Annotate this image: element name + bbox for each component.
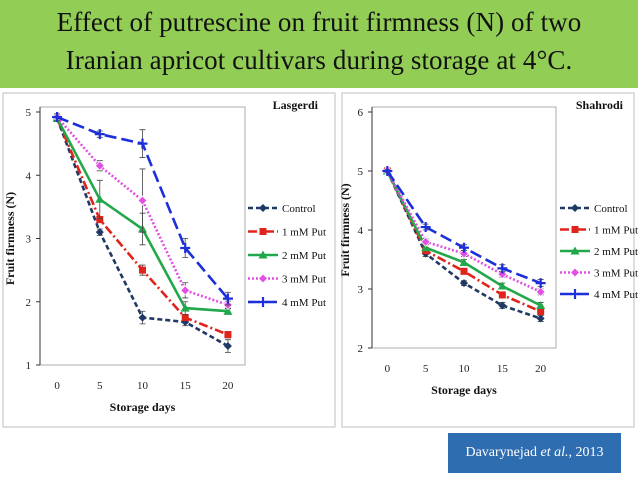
point-2 [459,242,469,253]
x-axis-label: Storage days [431,383,497,397]
y-tick-label: 2 [358,343,364,355]
point-4 [224,331,232,339]
point-2 [459,257,469,266]
legend-label-2: 2 mM Put [282,250,326,262]
chart-title: Shahrodi [576,98,624,112]
point-legend-3 [569,267,581,278]
citation-etal: et al. [540,445,569,460]
point-3 [181,317,190,326]
legend-label-0: Control [282,203,316,215]
point-4 [223,342,232,351]
point-3 [181,314,189,322]
point-2 [460,267,468,275]
citation-year: , 2013 [568,445,604,460]
point-1 [95,228,104,237]
point-legend-2 [258,250,268,259]
point-0 [382,166,393,176]
point-4 [222,293,233,304]
y-tick-label: 6 [358,107,364,119]
point-legend-0 [571,204,579,212]
x-tick-label: 15 [497,363,509,375]
point-2 [137,195,148,206]
point-3 [180,242,191,253]
point-legend-4 [570,289,580,299]
point-legend-1 [571,226,579,233]
point-4 [536,301,546,310]
y-tick-label: 4 [26,170,32,182]
point-4 [537,307,545,315]
point-2 [138,313,147,322]
point-3 [180,303,190,312]
slide-title-line-2: Iranian apricot cultivars during storage… [65,45,573,75]
point-0 [52,112,63,123]
chart-panel-shahrodi: 2 3 4 5 6 0 5 10 15 20 Storage days Fruit firmness … [338,90,638,430]
legend-label-1: 1 mM Put [282,227,326,239]
x-tick-label: 15 [180,380,192,392]
point-4 [535,278,546,289]
legend-label-2: 2 mM Put [594,246,638,258]
y-tick-label: 3 [358,284,364,296]
point-1 [95,194,105,203]
point-4 [535,286,546,298]
y-axis-label: Fruit firmness (N) [338,183,352,276]
point-legend-0 [259,204,267,212]
legend-label-3: 3 mM Put [282,274,326,286]
legend-label-0: Control [594,203,628,215]
point-2 [137,138,148,149]
slide-title-line-1: Effect of putrescine on fruit firmness (… [56,7,582,37]
y-tick-label: 5 [26,107,32,119]
x-axis-label: Storage days [110,400,176,414]
point-3 [498,301,507,310]
x-tick-label: 10 [459,363,471,375]
y-axis-label: Fruit firmness (N) [3,192,17,285]
point-4 [536,314,545,323]
point-legend-3 [257,273,269,284]
point-3 [180,285,191,296]
legend-label-4: 4 mM Put [594,289,638,301]
y-tick-label: 4 [358,225,364,237]
title-banner: Effect of putrescine on fruit firmness (… [0,0,638,88]
chart-shahrodi: 2 3 4 5 6 0 5 10 15 20 Storage days Fruit firmness … [338,92,638,428]
citation-box: Davarynejad et al., 2013 [448,433,621,473]
x-tick-label: 20 [222,380,234,392]
y-tick-label: 1 [26,360,32,372]
point-2 [458,248,470,259]
point-3 [497,263,508,274]
chart-title: Lasgerdi [273,98,319,112]
y-tick-label: 5 [358,166,364,178]
point-1 [94,129,105,140]
point-2 [139,266,146,274]
point-2 [460,279,468,288]
x-tick-label: 5 [423,363,429,375]
chart-panel-lasgerdi: 1 2 3 4 5 0 5 10 15 20 Storage days Fruit firmness … [0,90,338,430]
point-1 [420,236,431,247]
y-tick-label: 2 [26,297,32,309]
x-tick-label: 0 [54,380,60,392]
point-1 [96,216,104,224]
point-legend-1 [259,228,267,235]
y-tick-label: 3 [26,234,32,246]
x-tick-label: 10 [137,380,149,392]
legend-label-1: 1 mM Put [594,225,638,237]
chart-frame [2,92,336,428]
point-legend-4 [258,297,268,307]
x-tick-label: 0 [385,363,391,375]
x-tick-label: 5 [97,380,103,392]
point-3 [497,281,507,290]
point-legend-2 [570,246,580,255]
x-tick-label: 20 [535,363,547,375]
point-1 [94,160,105,171]
point-4 [223,306,233,315]
citation-text: Davarynejad et al., 2013 [448,433,621,473]
point-1 [421,243,431,252]
citation-author: Davarynejad [465,445,538,460]
point-3 [498,291,506,299]
legend-label-4: 4 mM Put [282,297,326,309]
point-1 [420,222,431,233]
chart-lasgerdi: 1 2 3 4 5 0 5 10 15 20 Storage days Fruit firmness … [2,92,336,428]
legend-label-3: 3 mM Put [594,268,638,280]
